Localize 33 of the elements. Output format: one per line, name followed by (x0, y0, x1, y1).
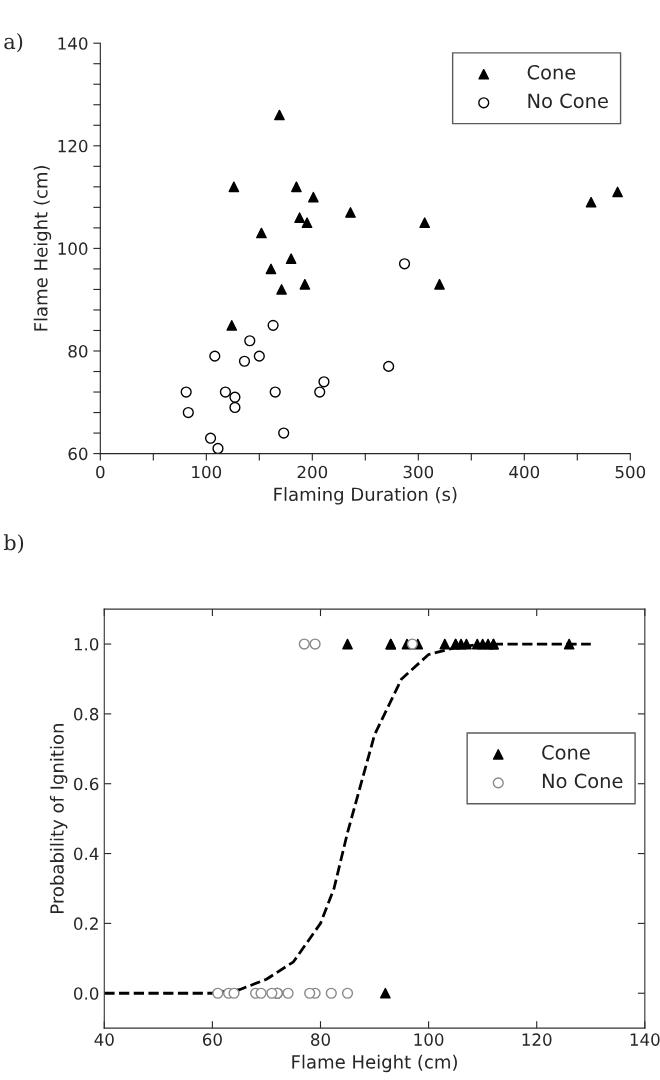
x-tick-label: 400 (509, 465, 540, 479)
y-tick-label: 120 (58, 139, 88, 153)
y-tick-label: 0.8 (74, 707, 99, 721)
text: a) (4, 33, 23, 53)
x-tick-label: 80 (311, 1033, 330, 1046)
y-tick-label: 0.2 (74, 917, 98, 930)
y-tick-label: 0.4 (74, 847, 99, 861)
x-tick-label: 40 (94, 1033, 114, 1046)
x-tick-label: 140 (630, 1033, 660, 1046)
x-tick-label: 200 (297, 465, 328, 479)
y-tick-label: 1.0 (74, 638, 99, 651)
x-tick-label: 100 (414, 1033, 444, 1046)
legend-label: Cone (542, 745, 590, 760)
x-tick-label: 100 (192, 465, 222, 479)
x-axis-title: Flame Height (cm) (292, 1054, 457, 1073)
y-tick-label: 140 (58, 37, 88, 50)
y-axis-title: Probability of Ignition (49, 724, 68, 913)
x-tick-label: 120 (522, 1033, 552, 1046)
x-tick-label: 500 (615, 465, 646, 479)
legend-label: No Cone (542, 773, 623, 789)
y-tick-label: 0.0 (74, 987, 99, 1000)
x-tick-label: 0 (96, 465, 105, 479)
y-tick-label: 80 (68, 344, 88, 358)
y-tick-label: 0.6 (74, 777, 99, 791)
y-tick-label: 60 (68, 447, 88, 461)
y-axis-title: Flame Height (cm) (33, 165, 52, 331)
text: b) (3, 534, 24, 554)
legend-label: Cone (527, 64, 576, 80)
legend-label: No Cone (528, 93, 608, 109)
x-tick-label: 60 (202, 1033, 222, 1046)
x-tick-label: 300 (403, 465, 434, 479)
x-axis-title: Flaming Duration (s) (274, 487, 457, 505)
y-tick-label: 100 (58, 242, 88, 255)
